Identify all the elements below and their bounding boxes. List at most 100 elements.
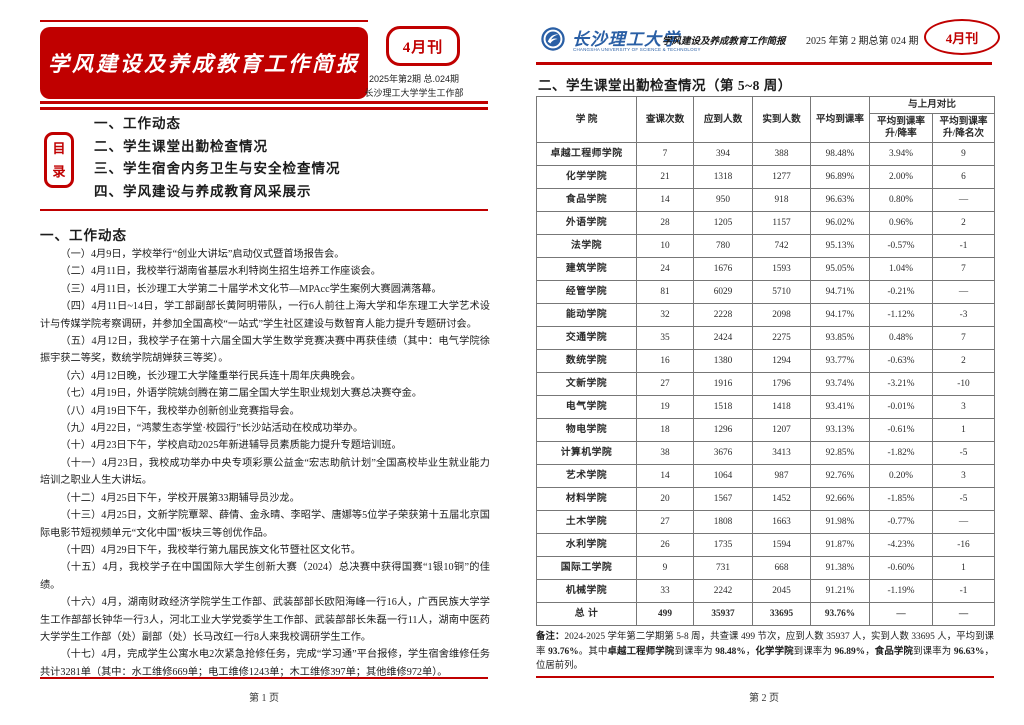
- table-cell: 91.38%: [810, 556, 870, 580]
- table-cell: 0.96%: [869, 211, 933, 235]
- remark-segment: 96.89%: [834, 646, 866, 657]
- bulletin-title-box: 学风建设及养成教育工作简报: [40, 27, 368, 99]
- table-cell: 2.00%: [869, 165, 933, 189]
- table-cell: 19: [636, 395, 694, 419]
- masthead-top-rule: [40, 20, 368, 22]
- table-row: 交通学院 35 2424 2275 93.85% 0.48% 7: [536, 326, 995, 350]
- remark-segment: 98.48%: [715, 646, 746, 657]
- table-cell: 987: [752, 464, 811, 488]
- work-update-paragraph: （八）4月19日下午，我校举办创新创业竞赛指导会。: [60, 405, 300, 417]
- table-cell: 3676: [693, 441, 753, 465]
- table-cell: -4.23%: [869, 533, 933, 557]
- table-cell: 1796: [752, 372, 811, 396]
- remark-segment: 备注：: [536, 632, 565, 642]
- masthead-double-rule: [40, 101, 488, 110]
- university-name-en: CHANGSHA UNIVERSITY OF SCIENCE & TECHNOL…: [573, 47, 701, 52]
- bulletin-title: 学风建设及养成教育工作简报: [48, 52, 360, 76]
- table-cell: -0.01%: [869, 395, 933, 419]
- work-update-paragraph: （十四）4月29日下午，我校举行第九届民族文化节暨社区文化节。: [60, 544, 361, 556]
- table-cell: -0.21%: [869, 280, 933, 304]
- work-update-paragraph: （四）4月11日~14日，学工部副部长黄阿明带队，一行6人前往上海大学和华东理工…: [40, 301, 490, 330]
- table-cell: 1.04%: [869, 257, 933, 281]
- toc-item: 一、工作动态: [94, 116, 181, 131]
- issue-number: 2025年第2期 总.024期: [368, 74, 460, 84]
- table-cell: 780: [693, 234, 753, 258]
- table-cell: 35: [636, 326, 694, 350]
- table-cell: 93.74%: [810, 372, 870, 396]
- table-cell: —: [932, 188, 995, 212]
- page-number: 第 2 页: [749, 693, 779, 704]
- table-cell: 16: [636, 349, 694, 373]
- footer-rule: [536, 676, 994, 678]
- table-row: 能动学院 32 2228 2098 94.17% -1.12% -3: [536, 303, 995, 327]
- col-header-rate-change: 平均到课率 升/降率: [869, 113, 933, 143]
- table-cell: 14: [636, 188, 694, 212]
- issue-month-badge: 4月刊: [386, 26, 460, 66]
- toc-label-box: 目 录: [44, 132, 74, 188]
- table-cell: 95.05%: [810, 257, 870, 281]
- table-cell: 3413: [752, 441, 811, 465]
- table-cell: 1418: [752, 395, 811, 419]
- table-cell: 1157: [752, 211, 811, 235]
- table-row: 卓越工程师学院 7 394 388 98.48% 3.94% 9: [536, 142, 995, 166]
- table-cell: 18: [636, 418, 694, 442]
- table-cell: -1.82%: [869, 441, 933, 465]
- table-cell: —: [932, 510, 995, 534]
- table-cell: 1318: [693, 165, 753, 189]
- total-row: 总 计 499 35937 33695 93.76% — —: [536, 602, 995, 626]
- table-cell: 731: [693, 556, 753, 580]
- table-cell: 93.85%: [810, 326, 870, 350]
- table-cell: 3: [932, 464, 995, 488]
- remark-segment: 卓越工程师学院: [607, 646, 675, 657]
- table-cell: 9: [932, 142, 995, 166]
- running-title: 学风建设及养成教育工作简报: [662, 37, 786, 47]
- college-name-cell: 能动学院: [536, 303, 637, 327]
- table-cell: -5: [932, 487, 995, 511]
- toc-item: 四、学风建设与养成教育风采展示: [94, 183, 312, 199]
- table-row: 物电学院 18 1296 1207 93.13% -0.61% 1: [536, 418, 995, 442]
- table-row: 数统学院 16 1380 1294 93.77% -0.63% 2: [536, 349, 995, 373]
- table-cell: 33: [636, 579, 694, 603]
- table-cell: 96.63%: [810, 188, 870, 212]
- college-name-cell: 艺术学院: [536, 464, 637, 488]
- table-cell: 2: [932, 211, 995, 235]
- table-row: 国际工学院 9 731 668 91.38% -0.60% 1: [536, 556, 995, 580]
- attendance-table-body: 卓越工程师学院 7 394 388 98.48% 3.94% 9 化学学院 21 1318 1277…: [536, 142, 995, 626]
- college-name-cell: 电气学院: [536, 395, 637, 419]
- work-update-paragraph: （三）4月11日，长沙理工大学第二十届学术文化节—MPAcc学生案例大赛圆满落幕…: [60, 283, 442, 295]
- table-cell: 668: [752, 556, 811, 580]
- section1-title: 一、工作动态: [40, 228, 127, 243]
- remark-segment: ，: [745, 646, 756, 657]
- table-cell: -0.60%: [869, 556, 933, 580]
- university-logo-icon: [541, 27, 565, 51]
- work-update-paragraph: （十一）4月23日，我校成功举办中央专项彩票公益金“宏志助航计划”全国高校毕业生…: [40, 457, 490, 487]
- issue-info: 2025年第2期 总.024期 长沙理工大学学生工作部: [338, 72, 490, 100]
- table-cell: 93.13%: [810, 418, 870, 442]
- table-cell: 33695: [752, 602, 811, 626]
- page-1: 学风建设及养成教育工作简报 4月刊 2025年第2期 总.024期 长沙理工大学…: [28, 0, 500, 725]
- work-update-paragraph: （九）4月22日，“鸿蒙生态学堂·校园行”长沙站活动在校成功举办。: [60, 423, 364, 435]
- work-update-paragraph: （十五）4月，我校学子在中国国际大学生创新大赛（2024）总决赛中获得国赛“1银…: [40, 562, 490, 591]
- remark-segment: 化学学院: [755, 646, 794, 657]
- table-cell: -5: [932, 441, 995, 465]
- table-row: 化学学院 21 1318 1277 96.89% 2.00% 6: [536, 165, 995, 189]
- table-cell: 2098: [752, 303, 811, 327]
- table-cell: 1064: [693, 464, 753, 488]
- table-cell: -3.21%: [869, 372, 933, 396]
- toc-label-char: 录: [52, 164, 66, 179]
- table-row: 材料学院 20 1567 1452 92.66% -1.85% -5: [536, 487, 995, 511]
- table-cell: 6: [932, 165, 995, 189]
- college-name-cell: 国际工学院: [536, 556, 637, 580]
- table-cell: 499: [636, 602, 694, 626]
- remark-segment: 。其中: [578, 646, 608, 657]
- table-cell: 27: [636, 372, 694, 396]
- table-cell: 95.13%: [810, 234, 870, 258]
- table-cell: -3: [932, 303, 995, 327]
- table-cell: 21: [636, 165, 694, 189]
- work-update-paragraph: （十）4月23日下午，学校启动2025年新进辅导员素质能力提升专题培训班。: [60, 440, 402, 452]
- col-header-rate: 平均到课率: [810, 96, 870, 143]
- col-header-checks: 查课次数: [636, 96, 694, 143]
- col-header-college: 学 院: [536, 96, 637, 143]
- table-cell: 9: [636, 556, 694, 580]
- toc-item: 三、学生宿舍内务卫生与安全检查情况: [94, 161, 341, 176]
